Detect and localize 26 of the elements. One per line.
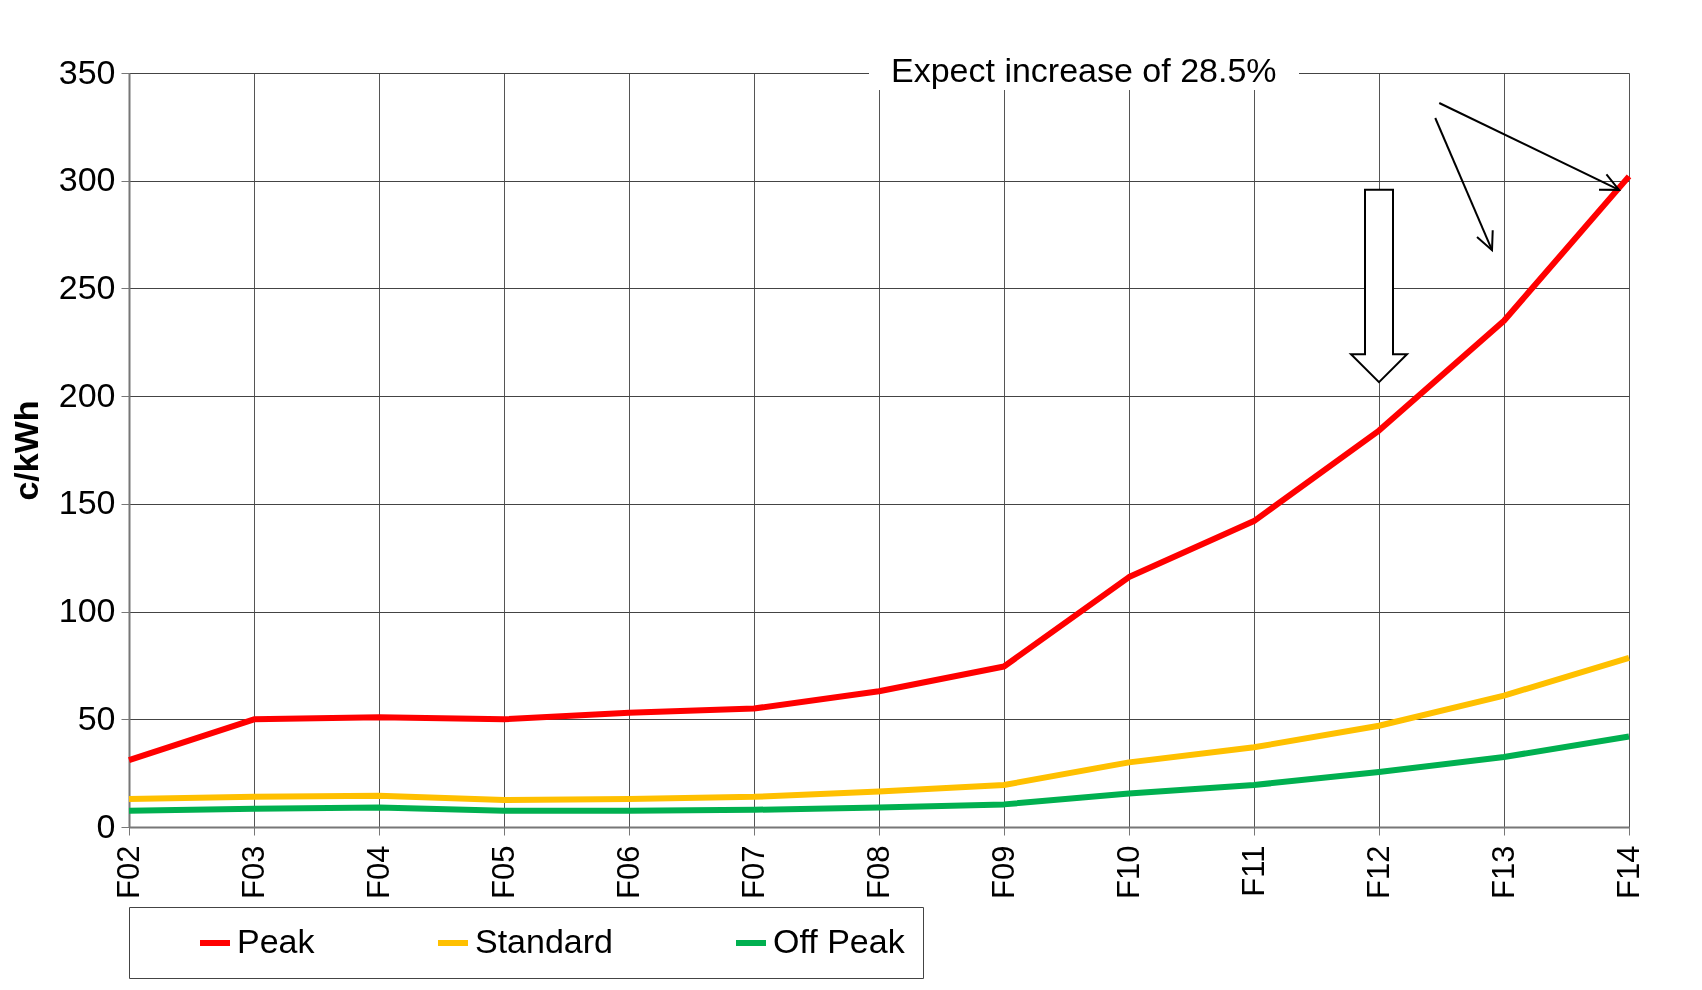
- legend-label: Off Peak: [773, 922, 906, 960]
- annotation: Expect increase of 28.5%: [869, 51, 1299, 90]
- y-tick-label: 250: [58, 267, 116, 306]
- y-tick-label: 350: [58, 52, 116, 91]
- x-tick-label: F09: [985, 845, 1021, 899]
- legend-label: Standard: [475, 922, 613, 960]
- legend-label: Peak: [237, 922, 316, 960]
- x-tick-label: F14: [1610, 845, 1646, 899]
- x-tick-label: F08: [860, 845, 896, 899]
- y-tick-label: 100: [58, 591, 116, 630]
- x-tick-label: F11: [1235, 845, 1271, 897]
- x-tick-label: F03: [235, 845, 271, 899]
- y-tick-label: 50: [77, 698, 116, 737]
- y-tick-label: 0: [96, 806, 116, 845]
- x-tick-label: F06: [610, 845, 646, 899]
- y-tick-label: 200: [58, 375, 116, 414]
- x-tick-label: F07: [735, 845, 771, 899]
- x-tick-label: F13: [1485, 845, 1521, 899]
- x-tick-label: F04: [360, 845, 396, 899]
- y-tick-label: 300: [58, 160, 116, 199]
- x-tick-label: F12: [1360, 845, 1396, 899]
- x-tick-label: F10: [1110, 845, 1146, 899]
- x-tick-label: F05: [485, 845, 521, 899]
- y-axis-title: c/kWh: [6, 400, 45, 501]
- x-tick-label: F02: [110, 845, 146, 899]
- y-tick-label: 150: [58, 483, 116, 522]
